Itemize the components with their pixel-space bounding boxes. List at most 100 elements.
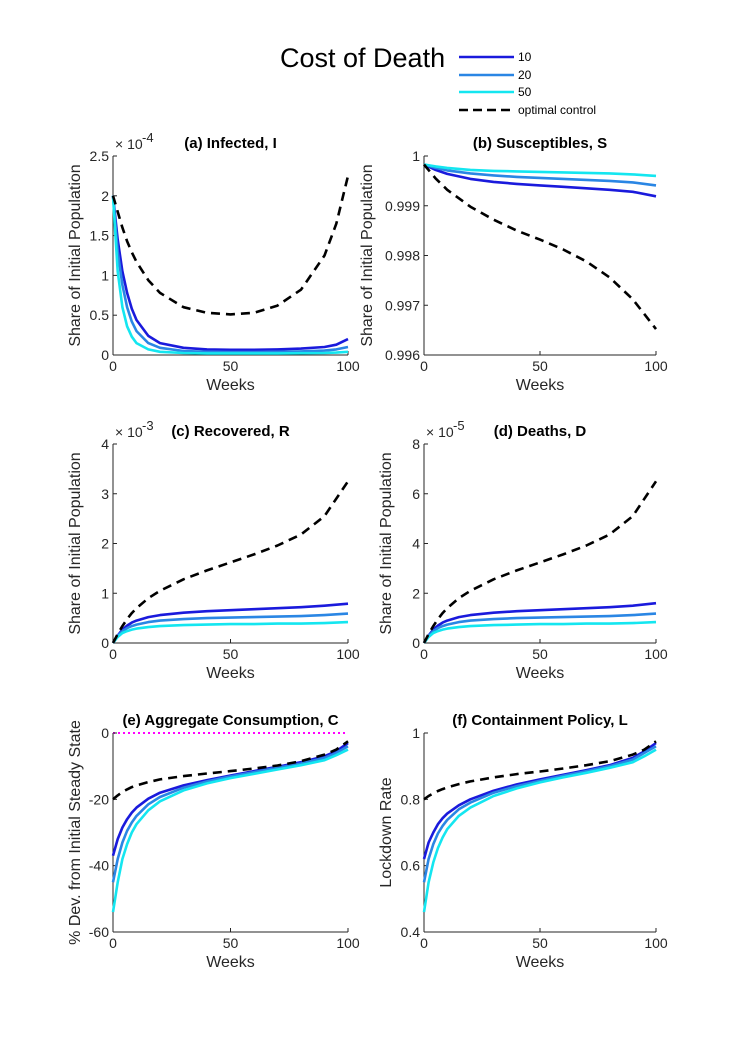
panel-b-ytick-label: 0.998 xyxy=(385,248,420,264)
panel-a-ylabel: Share of Initial Population xyxy=(67,164,84,346)
panel-d-xtick-label: 50 xyxy=(532,646,548,662)
panel-d-ytick-label: 8 xyxy=(412,436,420,452)
panel-a-ytick-label: 0 xyxy=(101,347,109,363)
panel-e-ytick-label: 0 xyxy=(101,725,109,741)
panel-a-ytick-label: 0.5 xyxy=(90,307,110,323)
panel-d-ylabel: Share of Initial Population xyxy=(378,452,395,634)
panel-d-xlabel: Weeks xyxy=(516,665,565,682)
panel-a-title: (a) Infected, I xyxy=(184,135,277,152)
panel-a-series-10 xyxy=(111,195,349,352)
panel-d-series-optimal-control xyxy=(422,480,658,644)
panel-e-ylabel: % Dev. from Initial Steady State xyxy=(67,720,84,945)
panel-a-ytick-label: 1.5 xyxy=(90,228,110,244)
panel-a-ytick-label: 2 xyxy=(101,188,109,204)
panel-c-series-50 xyxy=(111,620,349,644)
panel-e-xtick-label: 50 xyxy=(223,935,239,951)
panel-e-ytick-label: -60 xyxy=(89,924,109,940)
panel-a: 0 50 100 0 0.5 1 1.5 2 2.5 × 10 -4 (a) Infected, I W… xyxy=(67,130,360,394)
panel-f-xlabel: Weeks xyxy=(516,954,565,971)
panel-b-ytick-label: 0.997 xyxy=(385,297,420,313)
panel-b-series-10 xyxy=(423,163,657,198)
panel-c-xtick-label: 100 xyxy=(336,646,360,662)
panel-d-ytick-label: 2 xyxy=(412,585,420,601)
panel-b-xtick-label: 0 xyxy=(420,358,428,374)
panel-a-axis-exponent: -4 xyxy=(142,130,154,145)
panel-a-xlabel: Weeks xyxy=(206,377,255,394)
panel-b-ytick-label: 0.996 xyxy=(385,347,420,363)
panel-a-series-50 xyxy=(111,195,349,355)
panel-f-ytick-label: 0.8 xyxy=(401,791,421,807)
panel-e-xlabel: Weeks xyxy=(206,954,255,971)
panel-a-ytick-label: 2.5 xyxy=(90,148,110,164)
panel-c-ytick-label: 0 xyxy=(101,635,109,651)
panel-b-ytick-label: 0.999 xyxy=(385,198,420,214)
panel-c-ytick-label: 4 xyxy=(101,436,109,452)
panel-e-series-optimal-control xyxy=(112,740,349,801)
legend-label-optimal-control: optimal control xyxy=(518,103,596,117)
panel-c-xtick-label: 0 xyxy=(109,646,117,662)
panel-f-series-10 xyxy=(422,741,657,860)
panel-d-ytick-label: 4 xyxy=(412,536,420,552)
legend-label-10: 10 xyxy=(518,50,532,64)
panel-f-xtick-label: 50 xyxy=(532,935,548,951)
panel-b-series-20 xyxy=(423,163,657,187)
panel-d: 0 50 100 0 2 4 6 8 × 10 -5 (d) Deaths, D Weeks Share… xyxy=(378,418,668,682)
panel-e: 0 50 100 -60 -40 -20 0 (e) Aggregate Consumptio… xyxy=(67,712,360,971)
panel-d-ytick-label: 6 xyxy=(412,486,420,502)
panel-f-series-50 xyxy=(422,748,657,913)
legend-label-50: 50 xyxy=(518,85,532,99)
panel-f-ytick-label: 0.6 xyxy=(401,858,421,874)
panel-a-series-20 xyxy=(111,195,349,354)
panel-c-xlabel: Weeks xyxy=(206,665,255,682)
panel-a-axis-multiplier: × 10 xyxy=(115,136,143,152)
panel-c-series-optimal-control xyxy=(111,480,350,644)
panel-e-title: (e) Aggregate Consumption, C xyxy=(122,712,338,729)
panel-d-series-20 xyxy=(422,612,657,644)
panel-b-ylabel: Share of Initial Population xyxy=(359,164,376,346)
panel-b-xtick-label: 50 xyxy=(532,358,548,374)
panel-e-series-20 xyxy=(111,745,349,883)
panel-b-series-optimal-control xyxy=(423,163,658,330)
panel-d-ytick-label: 0 xyxy=(412,635,420,651)
panel-c-axis-multiplier: × 10 xyxy=(115,424,143,440)
legend: 10 20 50 optimal control xyxy=(459,50,596,117)
panel-c-title: (c) Recovered, R xyxy=(171,423,290,440)
panel-c-ylabel: Share of Initial Population xyxy=(67,452,84,634)
panel-c-xtick-label: 50 xyxy=(223,646,239,662)
panel-e-series-50 xyxy=(111,748,349,913)
panel-c-series-10 xyxy=(111,602,349,644)
panel-f-xtick-label: 100 xyxy=(644,935,668,951)
panel-e-ytick-label: -20 xyxy=(89,791,109,807)
panel-d-axis-exponent: -5 xyxy=(453,418,465,433)
panel-d-title: (d) Deaths, D xyxy=(494,423,587,440)
panel-c-ytick-label: 1 xyxy=(101,585,109,601)
panel-b-title: (b) Susceptibles, S xyxy=(473,135,607,152)
panel-e-ytick-label: -40 xyxy=(89,858,109,874)
panel-a-series-optimal-control xyxy=(111,175,350,316)
panel-f-ytick-label: 0.4 xyxy=(401,924,421,940)
panel-f-title: (f) Containment Policy, L xyxy=(452,712,628,729)
panel-d-series-10 xyxy=(422,601,657,644)
panel-d-xtick-label: 100 xyxy=(644,646,668,662)
panel-d-series-50 xyxy=(422,620,657,644)
panel-f-ylabel: Lockdown Rate xyxy=(378,777,395,887)
panel-b-xlabel: Weeks xyxy=(516,377,565,394)
panel-a-ytick-label: 1 xyxy=(101,267,109,283)
panel-f: 0 50 100 0.4 0.6 0.8 1 (f) Containment Policy, … xyxy=(378,712,668,971)
panel-a-xtick-label: 50 xyxy=(223,358,239,374)
panel-a-xtick-label: 0 xyxy=(109,358,117,374)
panel-e-xtick-label: 0 xyxy=(109,935,117,951)
figure-title: Cost of Death xyxy=(280,43,445,73)
legend-label-20: 20 xyxy=(518,68,532,82)
panel-b-series-50 xyxy=(423,163,657,178)
panel-c-series-20 xyxy=(111,612,349,644)
panel-e-xtick-label: 100 xyxy=(336,935,360,951)
panel-b-xtick-label: 100 xyxy=(644,358,668,374)
panel-f-ytick-label: 1 xyxy=(412,725,420,741)
panel-b: 0 50 100 0.996 0.997 0.998 0.999 1 (b) Susceptib… xyxy=(359,135,668,394)
panel-c-ytick-label: 3 xyxy=(101,486,109,502)
panel-f-series-20 xyxy=(422,745,657,883)
panel-c-ytick-label: 2 xyxy=(101,536,109,552)
